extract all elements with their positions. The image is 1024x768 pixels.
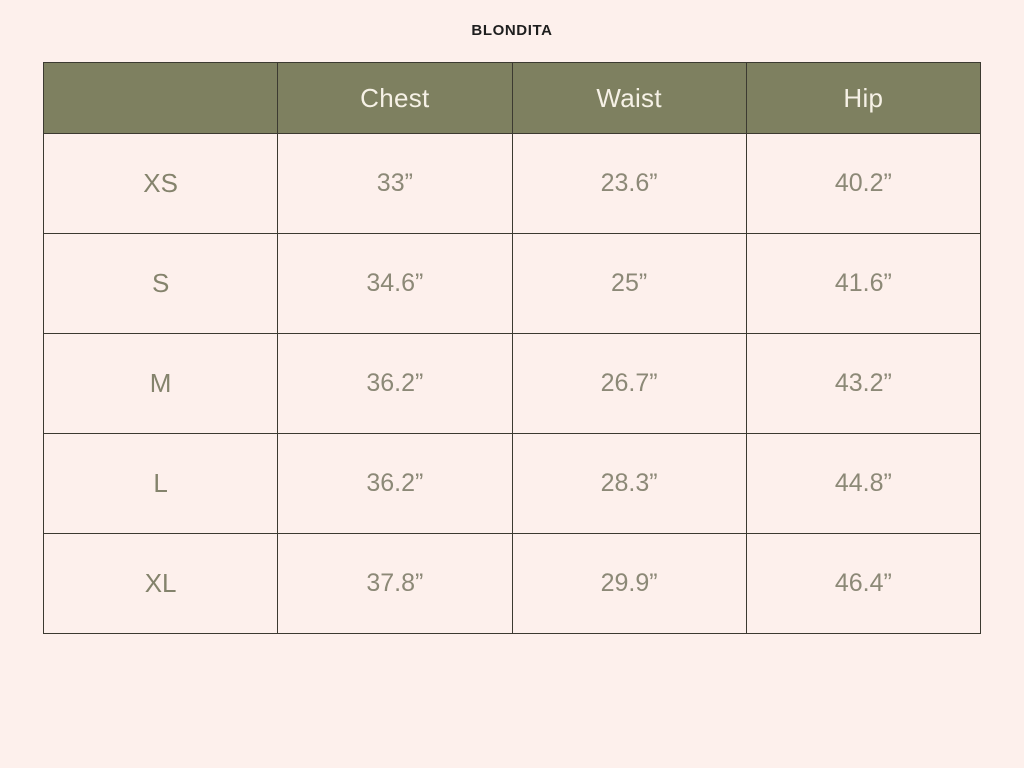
size-label: S [42,233,279,334]
header-cell-size [42,62,279,134]
hip-value: 43.2” [745,333,982,434]
chest-value: 36.2” [277,333,513,434]
hip-value: 40.2” [745,133,982,234]
hip-value: 41.6” [745,233,982,334]
size-label: L [42,433,279,534]
hip-value: 44.8” [745,433,982,534]
waist-value: 28.3” [511,433,747,534]
table-row: XS 33” 23.6” 40.2” [42,133,982,234]
header-cell-chest: Chest [277,62,513,134]
chest-value: 36.2” [277,433,513,534]
header-cell-hip: Hip [745,62,982,134]
size-label: M [42,333,279,434]
size-chart-table: Chest Waist Hip XS 33” 23.6” 40.2” S 34.… [42,62,982,634]
chest-value: 33” [277,133,513,234]
header-cell-waist: Waist [511,62,747,134]
waist-value: 25” [511,233,747,334]
header-row: Chest Waist Hip [42,62,982,134]
hip-value: 46.4” [745,533,982,634]
chest-value: 34.6” [277,233,513,334]
table-row: S 34.6” 25” 41.6” [42,233,982,334]
table-row: XL 37.8” 29.9” 46.4” [42,533,982,634]
waist-value: 23.6” [511,133,747,234]
table-row: L 36.2” 28.3” 44.8” [42,433,982,534]
waist-value: 26.7” [511,333,747,434]
brand-title: BLONDITA [471,22,553,39]
waist-value: 29.9” [511,533,747,634]
size-label: XL [42,533,279,634]
chest-value: 37.8” [277,533,513,634]
size-label: XS [42,133,279,234]
table-row: M 36.2” 26.7” 43.2” [42,333,982,434]
